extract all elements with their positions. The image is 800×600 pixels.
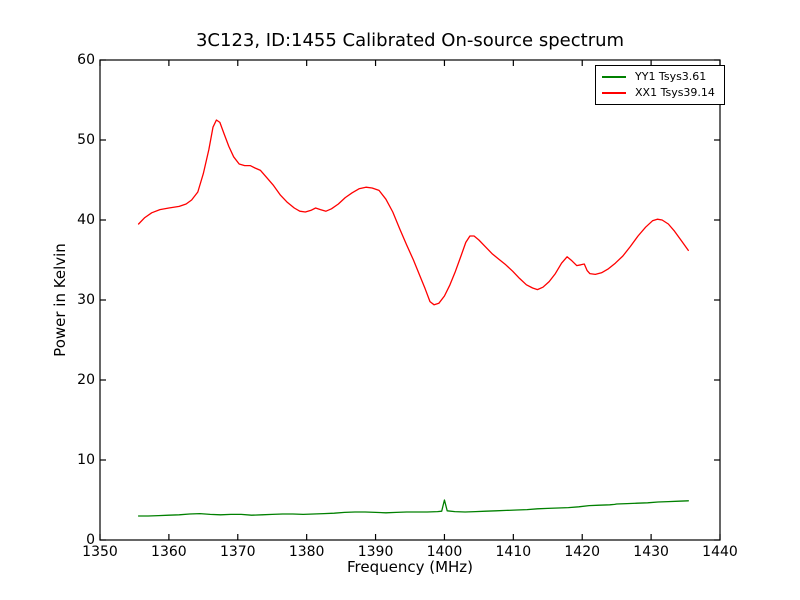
legend-entry-yy1: YY1 Tsys3.61 [602, 70, 715, 84]
plot-title: 3C123, ID:1455 Calibrated On-source spec… [195, 30, 625, 51]
y-tick-label: 50 [77, 132, 95, 148]
legend: YY1 Tsys3.61 XX1 Tsys39.14 [595, 65, 725, 105]
legend-line-sample-red [602, 92, 626, 94]
x-tick-label: 1440 [702, 544, 738, 560]
y-tick-label: 30 [77, 292, 95, 308]
y-axis-label: Power in Kelvin [51, 243, 69, 357]
x-tick-label: 1420 [564, 544, 601, 560]
y-tick-label: 40 [77, 212, 95, 228]
x-tick-label: 1390 [357, 544, 394, 560]
legend-entry-xx1: XX1 Tsys39.14 [602, 86, 715, 100]
series-line-yy1 [137, 499, 689, 517]
y-tick-label: 60 [77, 52, 95, 68]
x-tick-label: 1360 [151, 544, 187, 560]
x-tick-label: 1350 [82, 544, 118, 560]
x-axis-label: Frequency (MHz) [346, 558, 474, 576]
x-tick-label: 1410 [495, 544, 532, 560]
x-tick-label: 1380 [288, 544, 325, 560]
y-tick-label: 0 [86, 532, 95, 548]
y-tick-label: 20 [77, 372, 95, 388]
x-tick-label: 1430 [633, 544, 669, 560]
x-tick-label: 1400 [426, 544, 463, 560]
series-line-xx1 [137, 119, 689, 306]
x-tick-label: 1370 [219, 544, 256, 560]
legend-label-xx1: XX1 Tsys39.14 [635, 86, 715, 99]
legend-line-sample-green [602, 76, 626, 78]
legend-label-yy1: YY1 Tsys3.61 [635, 70, 707, 83]
y-tick-label: 10 [77, 452, 95, 468]
axes-frame [99, 59, 721, 541]
